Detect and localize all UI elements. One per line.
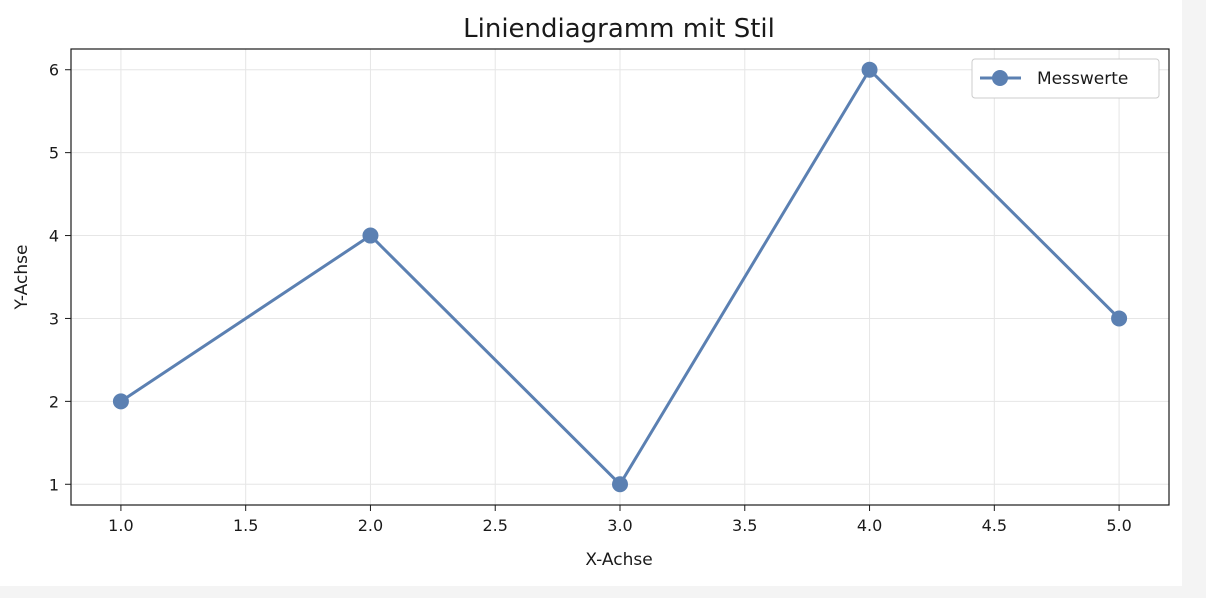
x-axis-label: X-Achse [585,550,652,570]
y-tick-label: 4 [49,227,59,246]
data-point [861,61,878,78]
x-tick-label: 3.5 [732,516,757,535]
data-point [362,227,379,244]
y-axis-label: Y-Achse [12,245,32,311]
x-tick-label: 3.0 [607,516,632,535]
legend-box [971,58,1160,99]
legend: Messwerte [971,58,1160,99]
y-tick-label: 2 [49,392,59,411]
y-tick-label: 3 [49,309,59,328]
chart-title: Liniendiagramm mit Stil [463,14,775,44]
legend-label: Messwerte [1037,69,1128,89]
data-point [1111,310,1128,327]
y-axis-ticks: 1 2 3 4 5 6 [49,61,71,494]
data-point [612,476,628,493]
chart-figure: Liniendiagramm mit Stil 1.0 1.5 2.0 2.5 3.0 3… [0,0,1182,586]
x-tick-label: 4.5 [982,516,1007,535]
x-tick-label: 5.0 [1106,516,1131,535]
y-tick-label: 6 [49,61,59,80]
y-tick-label: 1 [49,475,59,494]
x-tick-label: 1.0 [108,516,133,535]
line-chart: Liniendiagramm mit Stil 1.0 1.5 2.0 2.5 3.0 3… [12,14,1170,570]
data-point [112,393,129,410]
series-layer [112,61,1128,493]
legend-marker-swatch [992,70,1008,86]
y-tick-label: 5 [49,144,59,163]
grid-lines [71,49,1169,505]
x-axis-ticks: 1.0 1.5 2.0 2.5 3.0 3.5 4.0 4.5 5.0 [108,505,1132,535]
x-tick-label: 2.5 [483,516,508,535]
x-tick-label: 2.0 [358,516,383,535]
x-tick-label: 4.0 [857,516,882,535]
x-tick-label: 1.5 [233,516,258,535]
